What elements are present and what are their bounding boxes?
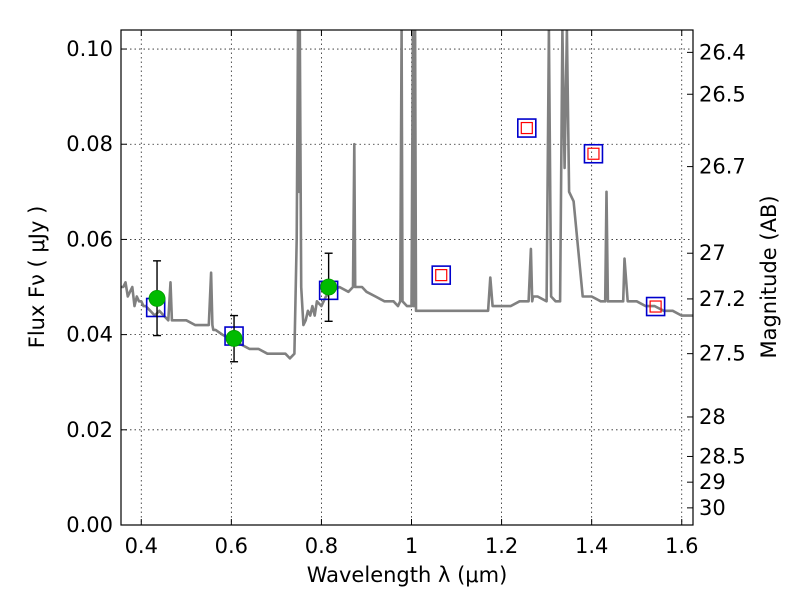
x-tick-label: 1.6 xyxy=(665,534,698,558)
y-tick-label: 0.02 xyxy=(66,418,113,442)
y-right-tick-label: 29 xyxy=(699,470,726,494)
spectrum-line xyxy=(121,30,693,360)
model-point-outer xyxy=(431,265,452,285)
y-tick-label: 0.08 xyxy=(66,132,113,156)
x-tick-label: 1.2 xyxy=(485,534,518,558)
observed-point xyxy=(148,290,166,307)
y-tick-label: 0.06 xyxy=(66,227,113,251)
y-right-tick-label: 26.5 xyxy=(699,82,746,106)
model-point-inner xyxy=(520,121,533,135)
x-tick-label: 0.8 xyxy=(305,534,338,558)
y-tick-label: 0.04 xyxy=(66,323,113,347)
plot-area xyxy=(121,30,693,363)
y-axis-left: 0.00 0.02 0.04 0.06 0.08 0.10 xyxy=(66,37,127,537)
x-tick-label: 1 xyxy=(405,534,418,558)
model-point-inner xyxy=(587,147,600,160)
x-axis-label: Wavelength λ (μm) xyxy=(307,563,508,587)
x-tick-label: 0.6 xyxy=(215,534,248,558)
y-tick-label: 0.10 xyxy=(66,37,113,61)
plot-frame xyxy=(120,29,694,526)
y-right-tick-label: 27 xyxy=(699,241,726,265)
y-right-tick-label: 30 xyxy=(699,496,726,520)
x-tick-label: 1.4 xyxy=(575,534,608,558)
model-point-outer xyxy=(583,143,604,164)
model-point-outer xyxy=(645,296,666,317)
y-axis-right-label: Magnitude (AB) xyxy=(757,195,781,358)
x-axis: 0.4 0.6 0.8 1 1.2 1.4 1.6 xyxy=(125,30,698,558)
y-right-tick-label: 26.7 xyxy=(699,155,746,179)
y-right-tick-label: 26.4 xyxy=(699,40,746,64)
observed-point xyxy=(225,330,243,347)
y-axis-label: Flux Fν ( μJy ) xyxy=(25,206,49,349)
y-right-tick-label: 27.5 xyxy=(699,342,746,366)
x-tick-label: 0.4 xyxy=(125,534,158,558)
y-right-tick-label: 28.5 xyxy=(699,444,746,468)
y-tick-label: 0.00 xyxy=(66,513,113,537)
y-right-tick-label: 27.2 xyxy=(699,287,746,311)
observed-point xyxy=(320,278,338,296)
y-right-tick-label: 28 xyxy=(699,405,726,429)
model-point-inner xyxy=(649,300,662,313)
model-point-outer xyxy=(517,118,537,138)
model-point-inner xyxy=(435,269,448,282)
